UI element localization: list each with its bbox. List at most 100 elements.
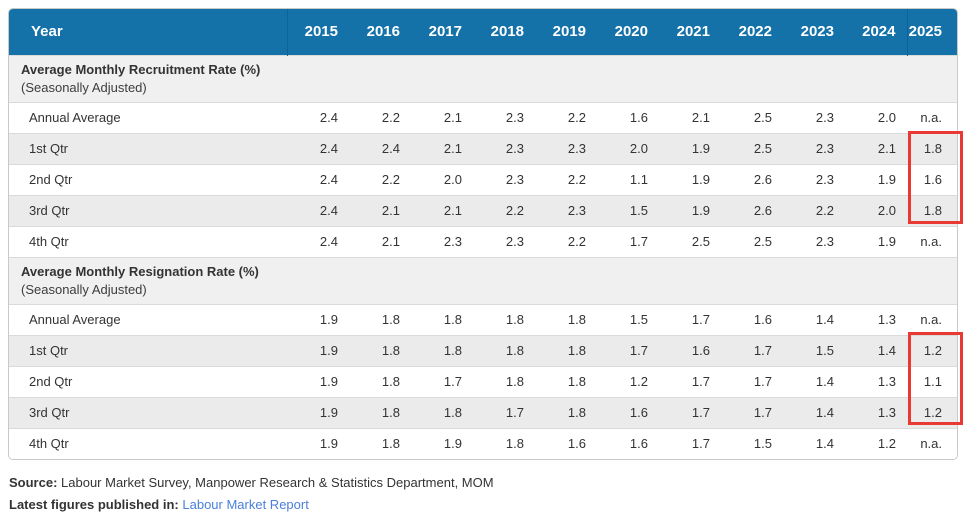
value-cell: 1.9: [287, 303, 349, 335]
value-cell: 1.8: [473, 303, 535, 335]
value-cell: 1.7: [721, 334, 783, 366]
value-cell: 1.9: [659, 163, 721, 195]
value-cell: 1.8: [411, 396, 473, 428]
row-label: 2nd Qtr: [9, 163, 287, 195]
value-cell: 1.8: [349, 303, 411, 335]
value-cell: 1.7: [597, 334, 659, 366]
table-row: 4th Qtr 2.4 2.1 2.3 2.3 2.2 1.7 2.5 2.5 2.3 1.9 n.a…: [9, 225, 957, 257]
value-cell: 2.5: [721, 225, 783, 257]
value-cell: 2.0: [845, 101, 907, 133]
value-cell: 2.4: [287, 163, 349, 195]
value-cell: 1.6: [597, 396, 659, 428]
year-header-2021: 2021: [659, 9, 721, 55]
value-cell: 1.9: [659, 194, 721, 226]
value-cell: 2.3: [535, 194, 597, 226]
value-cell: 1.4: [783, 303, 845, 335]
value-cell: 1.7: [721, 365, 783, 397]
value-cell: 1.2: [907, 334, 957, 366]
section-header-row: Average Monthly Resignation Rate (%) (Sea…: [9, 256, 957, 304]
value-cell: 1.3: [845, 396, 907, 428]
value-cell: 2.1: [411, 101, 473, 133]
value-cell: 1.7: [659, 427, 721, 459]
value-cell: 2.4: [287, 132, 349, 164]
value-cell: 1.8: [535, 334, 597, 366]
year-header-2016: 2016: [349, 9, 411, 55]
labour-market-report-link[interactable]: Labour Market Report: [182, 497, 309, 512]
value-cell: 2.1: [411, 194, 473, 226]
value-cell: 1.9: [287, 334, 349, 366]
rates-table: Year 2015 2016 2017 2018 2019 2020 2021 2022 202…: [9, 9, 957, 459]
value-cell: 2.1: [845, 132, 907, 164]
value-cell: 2.2: [535, 101, 597, 133]
value-cell: 2.2: [473, 194, 535, 226]
value-cell: 1.2: [597, 365, 659, 397]
value-cell: 1.8: [349, 427, 411, 459]
value-cell: 1.8: [349, 334, 411, 366]
row-label: 3rd Qtr: [9, 396, 287, 428]
value-cell: 2.4: [287, 194, 349, 226]
value-cell: n.a.: [907, 303, 957, 335]
section-title: Average Monthly Recruitment Rate (%): [21, 61, 261, 77]
value-cell: 2.1: [659, 101, 721, 133]
value-cell: 2.4: [349, 132, 411, 164]
table-row: Annual Average 2.4 2.2 2.1 2.3 2.2 1.6 2.1 2.5 2.…: [9, 101, 957, 133]
rates-table-container: Year 2015 2016 2017 2018 2019 2020 2021 2022 202…: [8, 8, 963, 460]
value-cell: 2.5: [659, 225, 721, 257]
published-label: Latest figures published in:: [9, 497, 179, 512]
value-cell: 1.9: [845, 225, 907, 257]
value-cell: 1.1: [907, 365, 957, 397]
value-cell: 1.6: [907, 163, 957, 195]
value-cell: n.a.: [907, 427, 957, 459]
value-cell: 1.1: [597, 163, 659, 195]
value-cell: 1.9: [845, 163, 907, 195]
value-cell: 1.8: [349, 396, 411, 428]
value-cell: 1.5: [597, 194, 659, 226]
year-header-2020: 2020: [597, 9, 659, 55]
table-row: 3rd Qtr 1.9 1.8 1.8 1.7 1.8 1.6 1.7 1.7 1.4 1.3 1.2: [9, 396, 957, 428]
value-cell: 1.8: [411, 303, 473, 335]
value-cell: 1.7: [721, 396, 783, 428]
value-cell: 1.7: [659, 303, 721, 335]
value-cell: 2.4: [287, 101, 349, 133]
value-cell: 2.2: [349, 101, 411, 133]
section-header-cell: Average Monthly Resignation Rate (%) (Sea…: [9, 256, 957, 304]
value-cell: 2.0: [411, 163, 473, 195]
value-cell: 1.8: [907, 132, 957, 164]
year-header-2019: 2019: [535, 9, 597, 55]
table-row: Annual Average 1.9 1.8 1.8 1.8 1.8 1.5 1.7 1.6 1.…: [9, 303, 957, 335]
value-cell: 1.8: [473, 334, 535, 366]
value-cell: 1.8: [411, 334, 473, 366]
value-cell: 2.3: [783, 163, 845, 195]
value-cell: 1.4: [783, 396, 845, 428]
value-cell: 2.4: [287, 225, 349, 257]
value-cell: 2.6: [721, 194, 783, 226]
source-text: Labour Market Survey, Manpower Research …: [61, 475, 494, 490]
value-cell: 1.4: [845, 334, 907, 366]
value-cell: 1.9: [411, 427, 473, 459]
value-cell: 1.7: [659, 365, 721, 397]
value-cell: 1.7: [597, 225, 659, 257]
value-cell: 2.2: [349, 163, 411, 195]
value-cell: 2.1: [349, 194, 411, 226]
value-cell: 1.3: [845, 303, 907, 335]
year-header-2018: 2018: [473, 9, 535, 55]
value-cell: 1.5: [783, 334, 845, 366]
value-cell: 2.3: [473, 225, 535, 257]
year-header-2015: 2015: [286, 9, 349, 55]
value-cell: 1.4: [783, 427, 845, 459]
value-cell: n.a.: [907, 101, 957, 133]
table-row: 2nd Qtr 2.4 2.2 2.0 2.3 2.2 1.1 1.9 2.6 2.3 1.9 1.6: [9, 163, 957, 195]
value-cell: 2.1: [411, 132, 473, 164]
section-subtitle: (Seasonally Adjusted): [21, 281, 147, 297]
footer: Source: Labour Market Survey, Manpower R…: [8, 474, 958, 514]
value-cell: 1.8: [535, 303, 597, 335]
source-label: Source:: [9, 475, 58, 490]
table-row: 4th Qtr 1.9 1.8 1.9 1.8 1.6 1.6 1.7 1.5 1.4 1.2 n.a…: [9, 427, 957, 459]
year-header-label: Year: [9, 9, 287, 55]
table-row: 1st Qtr 1.9 1.8 1.8 1.8 1.8 1.7 1.6 1.7 1.5 1.4 1.2: [9, 334, 957, 366]
table-header-row: Year 2015 2016 2017 2018 2019 2020 2021 2022 202…: [9, 9, 957, 55]
section-header-row: Average Monthly Recruitment Rate (%) (Sea…: [9, 54, 957, 102]
value-cell: 2.3: [473, 132, 535, 164]
value-cell: 2.5: [721, 101, 783, 133]
value-cell: 2.3: [783, 101, 845, 133]
